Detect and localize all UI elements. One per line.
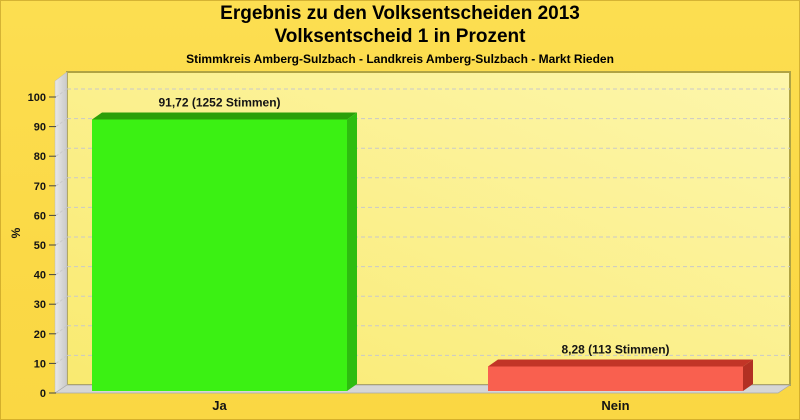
- bar-ja-side-face: [347, 112, 357, 392]
- x-category-label: Ja: [212, 398, 227, 413]
- y-axis-title: %: [9, 227, 23, 238]
- y-tick-label: 70: [34, 181, 46, 193]
- y-tick-label: 40: [34, 270, 46, 282]
- chart-subtitle: Stimmkreis Amberg-Sulzbach - Landkreis A…: [186, 52, 614, 66]
- bar-nein-side-face: [743, 359, 753, 391]
- bar-ja: [92, 112, 357, 392]
- wall-gridline: [55, 118, 68, 128]
- y-tick-label: 60: [34, 210, 46, 222]
- chart-title-line1: Ergebnis zu den Volksentscheiden 2013: [220, 3, 580, 24]
- bar-nein-top-face: [488, 359, 753, 367]
- bar-value-label: 8,28 (113 Stimmen): [561, 342, 669, 356]
- wall-gridline: [55, 354, 68, 364]
- y-tick-label: 10: [34, 358, 46, 370]
- y-tick-label: 50: [34, 240, 46, 252]
- wall-gridline: [55, 206, 68, 216]
- wall-gridline: [55, 88, 68, 98]
- bar-ja-top-face: [92, 112, 357, 120]
- bars-layer: [92, 112, 753, 392]
- wall-gridline: [55, 177, 68, 187]
- wall-gridline: [55, 236, 68, 246]
- bar-nein: [488, 359, 753, 391]
- wall-gridline: [55, 325, 68, 335]
- y-tick-label: 20: [34, 329, 46, 341]
- chart-title-line2: Volksentscheid 1 in Prozent: [274, 26, 526, 47]
- x-category-label: Nein: [601, 398, 629, 413]
- wall-gridline: [55, 147, 68, 157]
- bar-nein-front-face: [488, 366, 743, 391]
- bar-value-label: 91,72 (1252 Stimmen): [158, 96, 280, 110]
- bar-ja-front-face: [92, 119, 347, 392]
- y-tick-label: 80: [34, 151, 46, 163]
- y-tick-label: 30: [34, 299, 46, 311]
- y-tick-label: 90: [34, 122, 46, 134]
- wall-gridline: [55, 266, 68, 276]
- axis-layer: 0 10 20 30 40 50 60 70 80 90 100: [28, 92, 56, 400]
- y-tick-label: 100: [28, 92, 46, 104]
- y-tick-label: 0: [40, 388, 46, 400]
- labels-layer: % 91,72 (1252 Stimmen) Ja 8,28 (113 Stimmen…: [9, 96, 670, 413]
- wall-gridline: [55, 295, 68, 305]
